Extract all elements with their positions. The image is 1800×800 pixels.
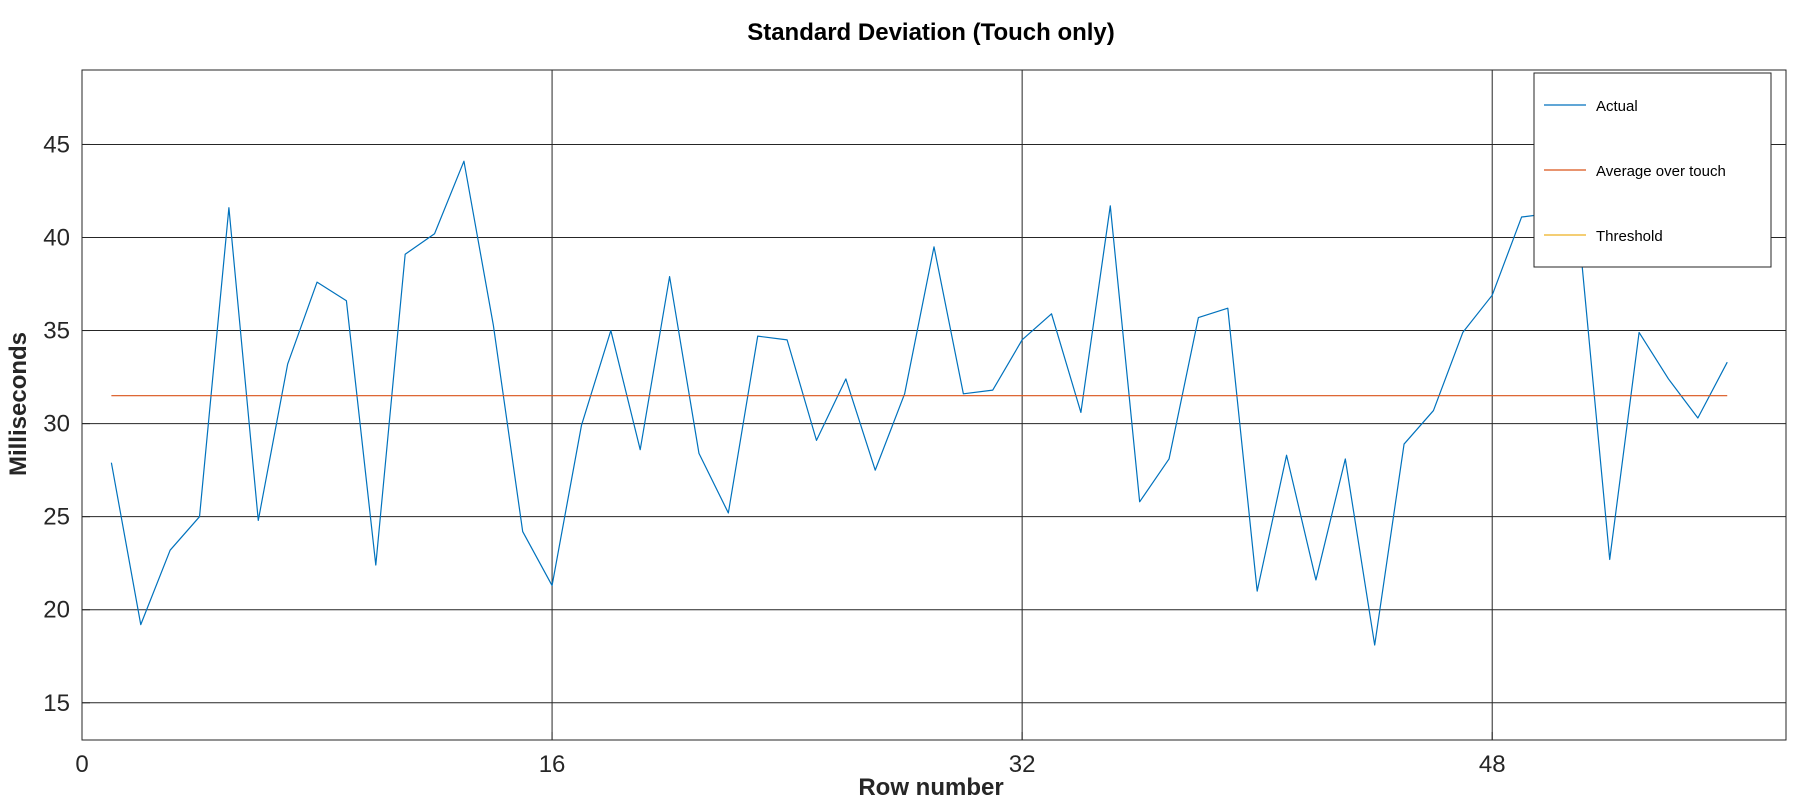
series-actual-line	[110, 160, 1728, 646]
plot-area	[81, 69, 1787, 741]
grid	[81, 70, 1786, 740]
chart-title: Standard Deviation (Touch only)	[747, 19, 1115, 46]
legend: Actual Average over touch Threshold	[1533, 72, 1772, 268]
y-axis-label: Milliseconds	[5, 332, 32, 476]
y-tick-label: 20	[43, 597, 70, 624]
legend-label-threshold: Threshold	[1596, 228, 1663, 245]
series-layer	[110, 160, 1728, 646]
tick-labels: 0 16 32 48 15 20 25 30 35 40 45	[43, 131, 1505, 778]
y-tick-label: 15	[43, 690, 70, 717]
x-tick-label: 0	[75, 751, 88, 778]
x-tick-label: 16	[539, 751, 566, 778]
x-tick-label: 48	[1479, 751, 1506, 778]
x-axis-label: Row number	[858, 774, 1003, 800]
y-tick-label: 25	[43, 504, 70, 531]
x-tick-label: 32	[1009, 751, 1036, 778]
legend-label-actual: Actual	[1596, 98, 1638, 115]
legend-label-average: Average over touch	[1596, 163, 1726, 180]
y-tick-label: 45	[43, 131, 70, 158]
y-tick-label: 35	[43, 318, 70, 345]
y-tick-label: 40	[43, 225, 70, 252]
y-tick-label: 30	[43, 411, 70, 438]
